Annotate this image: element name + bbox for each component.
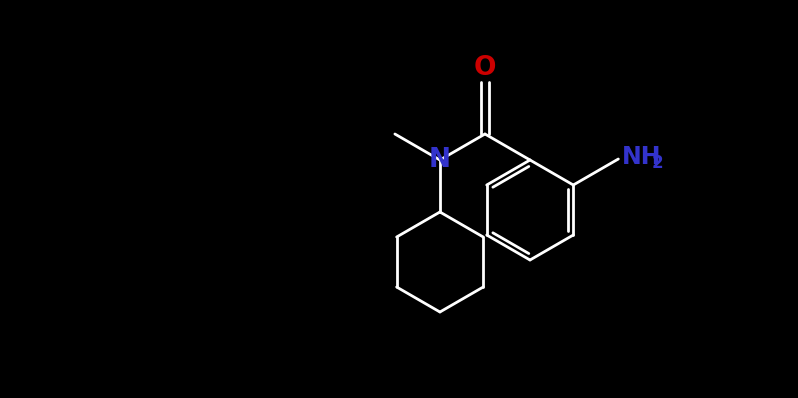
Text: 2: 2	[651, 154, 663, 172]
Text: N: N	[429, 147, 451, 173]
Text: O: O	[474, 55, 496, 81]
Text: NH: NH	[622, 145, 662, 169]
